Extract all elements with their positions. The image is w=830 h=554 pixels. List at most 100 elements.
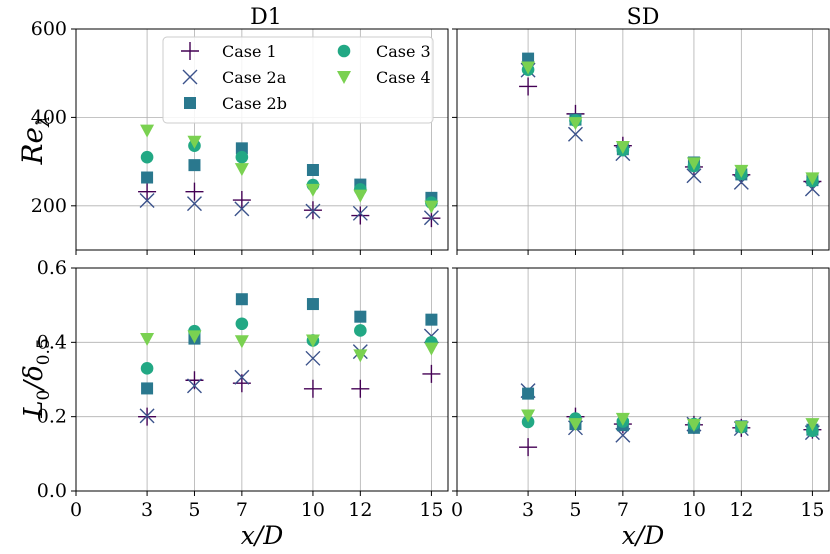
point-d1-row2-case-2b-x10 bbox=[306, 298, 319, 311]
xtick-label-d1-7: 7 bbox=[236, 499, 248, 521]
point-d1-row1-case-1-x7 bbox=[232, 191, 251, 210]
ytick-label-row2-0-2: 0.2 bbox=[37, 406, 67, 428]
xtick-label-d1-0: 0 bbox=[70, 499, 82, 521]
y-axis-label-top-main: Re bbox=[16, 127, 49, 166]
point-d1-row2-case-1-x12 bbox=[351, 379, 370, 398]
point-d1-row2-case-2b-x3 bbox=[141, 382, 154, 395]
legend-label-case-1: Case 1 bbox=[222, 42, 277, 61]
point-sd-row1-case-4-x3 bbox=[521, 61, 536, 75]
legend-label-case-2b: Case 2b bbox=[222, 94, 287, 113]
point-sd-row2-case-2b-x3 bbox=[522, 387, 535, 400]
point-d1-row1-case-3-x3 bbox=[140, 150, 154, 164]
point-d1-row1-case-2a-x15 bbox=[423, 210, 439, 226]
point-d1-row2-case-2a-x7 bbox=[234, 369, 250, 385]
point-d1-row1-case-2b-x5 bbox=[188, 159, 201, 172]
xtick-label-d1-15: 15 bbox=[419, 499, 443, 521]
point-d1-row2-case-4-x3 bbox=[140, 332, 155, 346]
point-d1-row2-case-4-x5 bbox=[187, 330, 202, 344]
point-d1-row1-case-2a-x5 bbox=[186, 196, 202, 212]
y-axis-label-top: Reλ bbox=[16, 115, 54, 165]
legend-label-case-3: Case 3 bbox=[376, 42, 431, 61]
point-sd-row1-case-4-x10 bbox=[686, 157, 701, 171]
legend-marker-case-4 bbox=[337, 71, 351, 84]
point-d1-row1-case-2a-x10 bbox=[305, 203, 321, 219]
point-d1-row2-case-2a-x10 bbox=[305, 350, 321, 366]
y-axis-label-bottom-sub: 0 bbox=[34, 390, 54, 401]
point-d1-row2-case-4-x15 bbox=[424, 342, 439, 356]
y-axis-label-top-sub: λ bbox=[33, 115, 54, 127]
legend: Case 1 Case 2a Case 2b Case 3 Case 4 bbox=[162, 36, 434, 124]
point-sd-row1-case-4-x5 bbox=[568, 117, 583, 131]
panel-title-sd: SD bbox=[627, 5, 660, 30]
point-d1-row1-case-1-x12 bbox=[351, 206, 370, 225]
point-d1-row2-case-2b-x12 bbox=[354, 310, 367, 323]
point-d1-row1-case-1-x3 bbox=[138, 182, 157, 201]
panel-frame-sd-row2 bbox=[456, 267, 830, 492]
legend-marker-case-3 bbox=[337, 44, 351, 58]
xtick-label-sd-5: 5 bbox=[569, 499, 581, 521]
point-d1-row1-case-2b-x7 bbox=[235, 142, 248, 155]
point-d1-row1-case-4-x7 bbox=[234, 163, 249, 177]
panel-title-d1: D1 bbox=[250, 5, 282, 30]
point-d1-row1-case-4-x5 bbox=[187, 135, 202, 149]
point-d1-row2-case-2a-x5 bbox=[186, 378, 202, 394]
point-d1-row2-case-3-x7 bbox=[235, 317, 249, 331]
point-sd-row2-case-4-x15 bbox=[805, 418, 820, 432]
xtick-label-sd-10: 10 bbox=[682, 499, 706, 521]
legend-box bbox=[162, 36, 434, 124]
point-d1-row1-case-4-x15 bbox=[424, 200, 439, 214]
point-d1-row2-case-2b-x7 bbox=[235, 293, 248, 306]
point-d1-row1-case-3-x7 bbox=[235, 150, 249, 164]
point-sd-row1-case-1-x3 bbox=[519, 77, 538, 96]
xtick-label-sd-12: 12 bbox=[729, 499, 753, 521]
point-d1-row2-case-4-x10 bbox=[305, 334, 320, 348]
point-sd-row2-case-4-x5 bbox=[568, 418, 583, 432]
point-sd-row2-case-1-x3 bbox=[519, 438, 538, 457]
point-d1-row1-case-2a-x3 bbox=[139, 193, 155, 208]
legend-marker-case-2b bbox=[184, 97, 196, 109]
xtick-label-d1-10: 10 bbox=[301, 499, 325, 521]
marks-layer bbox=[138, 52, 822, 457]
point-sd-row2-case-4-x7 bbox=[615, 412, 630, 426]
svg-text:L0/δ0.5: L0/δ0.5 bbox=[19, 338, 54, 419]
xtick-label-d1-12: 12 bbox=[348, 499, 372, 521]
point-d1-row1-case-2b-x10 bbox=[306, 163, 319, 176]
point-d1-row2-case-1-x10 bbox=[303, 379, 322, 398]
point-d1-row1-case-2a-x12 bbox=[352, 205, 368, 221]
y-axis-label-bottom-mid: /δ bbox=[19, 365, 49, 392]
point-sd-row2-case-4-x3 bbox=[521, 409, 536, 423]
legend-label-case-4: Case 4 bbox=[376, 68, 431, 87]
panel-frame-d1-row2 bbox=[75, 267, 449, 492]
legend-label-case-2a: Case 2a bbox=[222, 68, 287, 87]
ytick-label-row2-0: 0.0 bbox=[37, 480, 67, 502]
point-d1-row2-case-4-x12 bbox=[353, 349, 368, 363]
point-d1-row1-case-1-x5 bbox=[185, 182, 204, 201]
point-sd-row1-case-4-x15 bbox=[805, 172, 820, 186]
point-d1-row1-case-4-x3 bbox=[140, 124, 155, 138]
point-sd-row2-case-4-x10 bbox=[686, 418, 701, 432]
point-d1-row1-case-2a-x7 bbox=[234, 201, 250, 217]
ytick-label-row1-200: 200 bbox=[31, 195, 67, 217]
point-sd-row1-case-4-x7 bbox=[615, 141, 630, 155]
y-axis-label-bottom-main: L bbox=[19, 401, 49, 419]
point-d1-row2-case-1-x15 bbox=[422, 364, 441, 383]
y-axis-label-bottom-sub2: 0.5 bbox=[34, 338, 54, 365]
point-d1-row1-case-4-x10 bbox=[305, 183, 320, 197]
x-axis-label-left: x/D bbox=[241, 521, 284, 550]
y-axis-label-bottom: L0/δ0.5 bbox=[19, 338, 54, 419]
point-d1-row1-case-4-x12 bbox=[353, 189, 368, 203]
tick-layer: 200 400 600 0 3 5 7 10 12 15 0.0 0.2 0.4 0.6 0 3 5 7 10 12 1… bbox=[31, 18, 825, 521]
xtick-label-sd-3: 3 bbox=[522, 499, 534, 521]
ytick-label-row2-0-6: 0.6 bbox=[37, 257, 67, 279]
point-sd-row1-case-4-x12 bbox=[734, 164, 749, 178]
point-d1-row2-case-3-x3 bbox=[140, 362, 154, 375]
legend-marker-case-1 bbox=[181, 42, 199, 60]
point-d1-row2-case-4-x7 bbox=[234, 335, 249, 349]
ytick-label-row1-600: 600 bbox=[31, 18, 67, 40]
xtick-label-sd-15: 15 bbox=[800, 499, 824, 521]
point-sd-row1-case-2a-x10 bbox=[686, 168, 702, 184]
ytick-label-row2-0-4: 0.4 bbox=[37, 331, 67, 353]
point-d1-row1-case-2b-x3 bbox=[141, 171, 154, 184]
legend-marker-case-2a bbox=[182, 69, 198, 85]
